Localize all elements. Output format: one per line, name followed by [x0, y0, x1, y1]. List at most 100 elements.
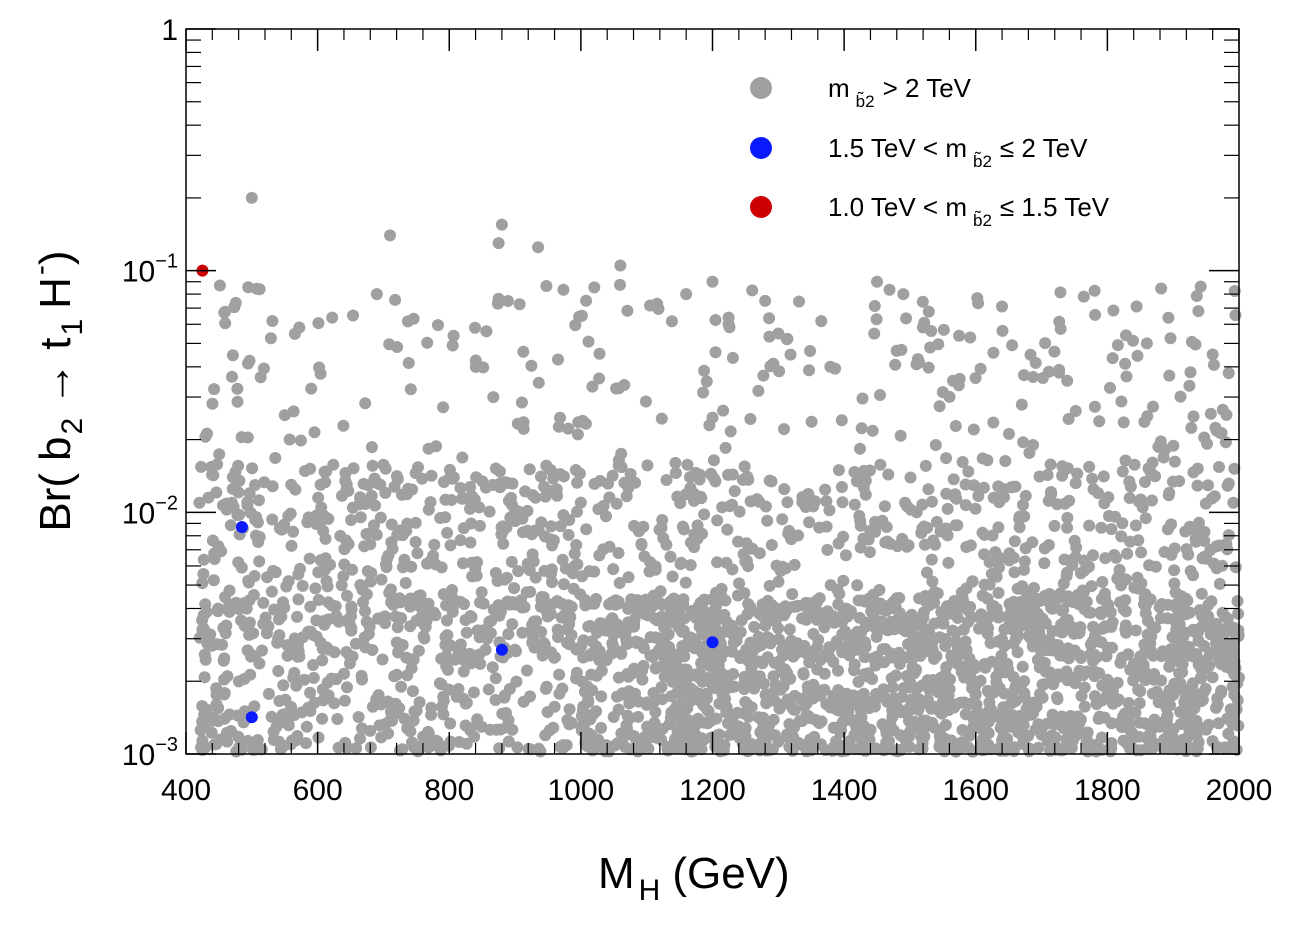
data-point-grey	[366, 459, 379, 472]
data-point-grey	[1013, 521, 1026, 534]
data-point-grey	[1061, 521, 1074, 534]
data-point-grey	[884, 537, 897, 550]
data-point-grey	[557, 578, 570, 591]
data-point-grey	[738, 587, 751, 600]
data-point-grey	[1036, 678, 1049, 691]
data-point-grey	[660, 474, 673, 486]
data-point-grey	[565, 717, 578, 729]
data-point-grey	[726, 498, 738, 511]
data-point-grey	[338, 694, 351, 707]
data-point-grey	[250, 282, 263, 295]
data-point-grey	[837, 530, 850, 543]
data-point-grey	[671, 725, 684, 738]
data-point-grey	[1213, 461, 1225, 473]
data-point-grey	[718, 608, 731, 621]
data-point-grey	[1190, 535, 1202, 548]
data-point-grey	[698, 508, 711, 521]
data-point-grey	[1192, 658, 1205, 671]
data-point-grey	[365, 567, 378, 580]
data-point-grey	[655, 681, 668, 694]
data-point-grey	[354, 511, 367, 524]
data-point-grey	[312, 491, 325, 504]
data-point-grey	[615, 727, 628, 740]
data-point-grey	[1119, 605, 1132, 618]
data-point-grey	[554, 520, 567, 533]
data-point-grey	[1172, 609, 1185, 622]
data-point-grey	[709, 314, 722, 326]
data-point-grey	[933, 616, 946, 629]
data-point-grey	[235, 561, 248, 574]
data-point-grey	[993, 561, 1005, 574]
data-point-grey	[1149, 560, 1162, 573]
data-point-grey	[285, 539, 298, 552]
data-point-grey	[321, 676, 334, 689]
data-point-grey	[278, 409, 291, 422]
data-point-grey	[527, 555, 540, 568]
data-point-grey	[466, 570, 479, 583]
data-point-grey	[459, 614, 472, 626]
data-point-grey	[640, 696, 653, 709]
data-point-grey	[486, 661, 499, 674]
data-point-grey	[554, 411, 566, 424]
data-point-grey	[1097, 470, 1110, 483]
data-point-grey	[1083, 560, 1095, 573]
data-point-grey	[464, 502, 476, 515]
data-point-grey	[911, 353, 924, 366]
data-point-grey	[967, 423, 980, 436]
data-point-grey	[1081, 726, 1094, 739]
data-point-grey	[446, 339, 459, 352]
data-point-grey	[827, 741, 840, 754]
data-point-grey	[1157, 741, 1170, 754]
data-point-grey	[1135, 546, 1148, 559]
data-point-grey	[926, 643, 939, 656]
data-point-grey	[336, 489, 348, 502]
data-point-grey	[422, 503, 435, 516]
data-point-grey	[199, 598, 212, 611]
data-point-grey	[1132, 730, 1145, 743]
data-point-grey	[1105, 620, 1118, 633]
data-point-grey	[719, 441, 732, 454]
data-point-grey	[571, 428, 584, 441]
data-point-grey	[1028, 582, 1040, 594]
data-point-grey	[1186, 682, 1199, 695]
data-point-grey	[299, 465, 311, 477]
data-point-grey	[562, 422, 575, 435]
data-point-grey	[343, 617, 356, 630]
data-point-grey	[933, 631, 946, 644]
data-point-grey	[904, 503, 917, 516]
data-point-grey	[546, 539, 559, 552]
data-point-grey	[780, 333, 793, 346]
data-point-grey	[992, 586, 1005, 599]
data-point-grey	[314, 367, 327, 380]
data-point-grey	[1171, 597, 1183, 610]
data-point-grey	[1204, 407, 1217, 420]
data-point-grey	[347, 309, 359, 322]
data-point-grey	[871, 275, 884, 288]
data-point-grey	[852, 594, 865, 607]
data-point-grey	[529, 571, 542, 584]
data-point-grey	[858, 651, 871, 664]
data-point-grey	[206, 534, 219, 547]
data-point-grey	[375, 573, 388, 586]
data-point-grey	[982, 727, 995, 740]
x-axis-title-unit: (GeV)	[672, 849, 789, 898]
data-point-grey	[204, 628, 217, 641]
data-point-grey	[247, 627, 260, 640]
data-point-grey	[1215, 686, 1228, 699]
data-point-grey	[1019, 489, 1032, 502]
data-point-grey	[457, 665, 470, 678]
data-point-grey	[574, 496, 587, 509]
data-point-grey	[941, 502, 954, 515]
data-point-grey	[1121, 547, 1134, 560]
data-point-grey	[1139, 476, 1151, 488]
data-point-grey	[232, 459, 245, 472]
data-point-grey	[948, 701, 961, 714]
data-point-grey	[832, 464, 845, 477]
data-point-grey	[1007, 480, 1020, 493]
data-point-grey	[1163, 369, 1176, 382]
data-point-grey	[953, 329, 966, 342]
data-point-grey	[197, 553, 210, 566]
data-point-grey	[850, 475, 863, 488]
data-point-grey	[526, 489, 539, 502]
